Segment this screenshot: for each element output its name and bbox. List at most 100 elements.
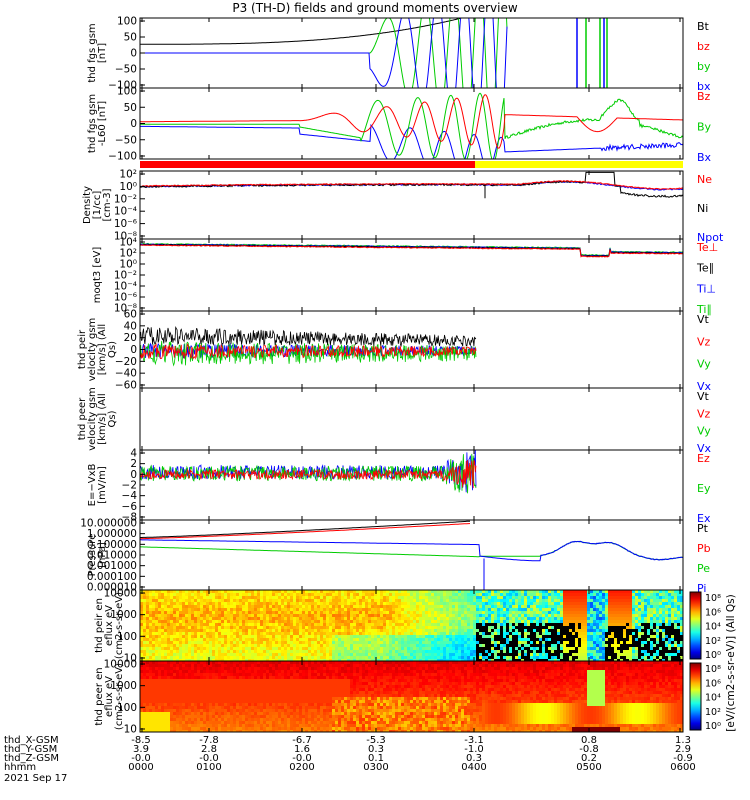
- spectro-cell: [596, 647, 599, 650]
- spectro-cell: [209, 730, 212, 732]
- spectro-cell: [365, 623, 368, 626]
- spectro-cell: [149, 694, 152, 697]
- spectro-cell: [245, 644, 248, 647]
- spectro-cell: [203, 703, 206, 706]
- spectro-cell: [161, 709, 164, 712]
- spectro-cell: [161, 706, 164, 709]
- spectro-cell: [293, 620, 296, 623]
- spectro-cell: [158, 661, 161, 664]
- spectro-cell: [182, 611, 185, 614]
- spectro-cell: [239, 620, 242, 623]
- spectro-cell: [515, 650, 518, 653]
- spectro-cell: [398, 635, 401, 638]
- spectro-cell: [536, 626, 539, 629]
- spectro-cell: [185, 602, 188, 605]
- spectro-cell: [485, 659, 488, 661]
- spectro-cell: [149, 700, 152, 703]
- spectro-cell: [434, 650, 437, 653]
- spectro-cell: [290, 632, 293, 635]
- spectro-cell: [527, 605, 530, 608]
- spectro-cell: [401, 638, 404, 641]
- spectro-cell: [617, 641, 620, 644]
- spectro-cell: [209, 638, 212, 641]
- spectro-cell: [191, 703, 194, 706]
- spectro-cell: [671, 608, 674, 611]
- spectro-cell: [281, 623, 284, 626]
- spectro-cell: [170, 667, 173, 670]
- spectro-cell: [575, 644, 578, 647]
- spectro-cell: [389, 650, 392, 653]
- spectro-cell: [293, 608, 296, 611]
- spectro-cell: [593, 644, 596, 647]
- spectro-cell: [218, 644, 221, 647]
- spectro-cell: [158, 638, 161, 641]
- spectro-cell: [164, 694, 167, 697]
- spectro-cell: [266, 620, 269, 623]
- spectro-cell: [455, 617, 458, 620]
- spectro-cell: [188, 700, 191, 703]
- spectro-cell: [194, 664, 197, 667]
- spectro-cell: [569, 617, 572, 620]
- spectro-cell: [329, 602, 332, 605]
- spectro-cell: [230, 614, 233, 617]
- spectro-cell: [143, 599, 146, 602]
- spectro-cell: [188, 605, 191, 608]
- spectro-cell: [518, 599, 521, 602]
- spectro-cell: [386, 656, 389, 659]
- spectro-cell: [656, 626, 659, 629]
- spectro-cell: [200, 661, 203, 664]
- spectro-cell: [272, 611, 275, 614]
- spectro-cell: [584, 659, 587, 661]
- spectro-cell: [170, 694, 173, 697]
- spectro-cell: [416, 602, 419, 605]
- spectro-cell: [203, 682, 206, 685]
- spectro-cell: [677, 614, 680, 617]
- spectro-cell: [320, 644, 323, 647]
- spectro-cell: [161, 599, 164, 602]
- spectro-cell: [227, 635, 230, 638]
- spectro-cell: [593, 602, 596, 605]
- spectro-cell: [632, 629, 635, 632]
- spectro-cell: [590, 617, 593, 620]
- spectro-cell: [476, 635, 479, 638]
- spectro-cell: [212, 602, 215, 605]
- spectro-cell: [341, 656, 344, 659]
- spectro-cell: [539, 620, 542, 623]
- spectro-cell: [158, 682, 161, 685]
- spectro-cell: [227, 590, 230, 593]
- spectro-cell: [428, 650, 431, 653]
- spectro-cell: [671, 599, 674, 602]
- spectro-cell: [662, 653, 665, 656]
- spectro-cell: [248, 635, 251, 638]
- spectro-cell: [248, 602, 251, 605]
- spectro-cell: [674, 602, 677, 605]
- spectro-cell: [413, 620, 416, 623]
- spectro-cell: [551, 632, 554, 635]
- spectro-cell: [209, 703, 212, 706]
- spectro-cell: [224, 629, 227, 632]
- spectro-cell: [365, 617, 368, 620]
- spectro-cell: [245, 632, 248, 635]
- spectro-cell: [539, 602, 542, 605]
- spectro-cell: [164, 709, 167, 712]
- spectro-cell: [527, 629, 530, 632]
- spectro-cell: [491, 602, 494, 605]
- spectro-cell: [311, 635, 314, 638]
- spectro-cell: [317, 644, 320, 647]
- spectro-cell: [482, 629, 485, 632]
- spectro-cell: [440, 638, 443, 641]
- spectro-cell: [275, 599, 278, 602]
- spectro-cell: [428, 593, 431, 596]
- spectro-cell: [500, 659, 503, 661]
- spectro-cell: [437, 659, 440, 661]
- spectro-cell: [521, 626, 524, 629]
- spectro-cell: [209, 709, 212, 712]
- spectro-cell: [569, 632, 572, 635]
- spectro-cell: [284, 611, 287, 614]
- spectro-cell: [149, 602, 152, 605]
- spectro-cell: [533, 623, 536, 626]
- spectro-cell: [530, 647, 533, 650]
- spectro-cell: [593, 638, 596, 641]
- spectro-cell: [161, 623, 164, 626]
- spectro-cell: [377, 614, 380, 617]
